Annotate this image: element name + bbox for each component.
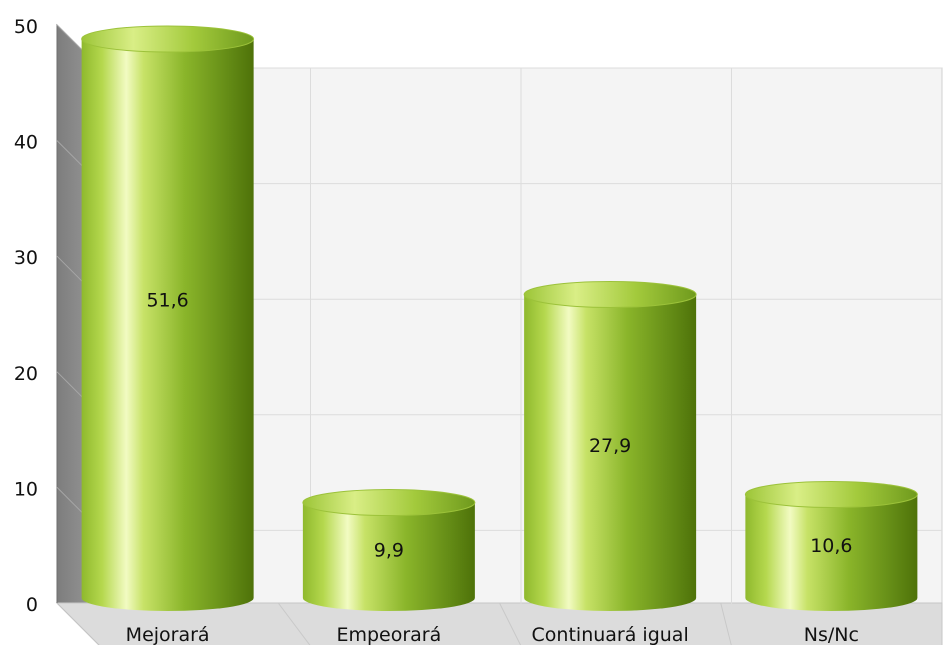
floor-division [499, 602, 522, 645]
category-label: Continuará igual [532, 624, 689, 645]
bar-body [745, 494, 918, 611]
bar-top [302, 489, 476, 517]
category-label: Empeorará [336, 624, 441, 645]
category-label: Mejorará [126, 624, 210, 645]
y-tick-label: 40 [14, 132, 38, 154]
y-tick-label: 20 [14, 363, 38, 385]
floor-division [277, 602, 311, 645]
y-tick-label: 0 [26, 594, 38, 616]
y-tick-label: 30 [14, 247, 38, 269]
category-label: Ns/Nc [804, 624, 859, 645]
bar-top [744, 480, 918, 508]
data-label: 51,6 [146, 289, 188, 311]
bar-body [81, 39, 254, 611]
y-tick-label: 50 [14, 16, 38, 38]
bar-body [302, 502, 475, 611]
data-label: 27,9 [589, 435, 631, 457]
y-tick-label: 10 [14, 478, 38, 500]
bar [523, 280, 697, 611]
bar [744, 480, 918, 611]
bar [81, 25, 255, 611]
data-label: 9,9 [374, 539, 404, 561]
bar-body [524, 294, 697, 611]
floor-division [720, 602, 732, 645]
bar-top [81, 25, 255, 53]
bar [302, 489, 476, 611]
data-label: 10,6 [810, 535, 852, 557]
bar-top [523, 280, 697, 308]
